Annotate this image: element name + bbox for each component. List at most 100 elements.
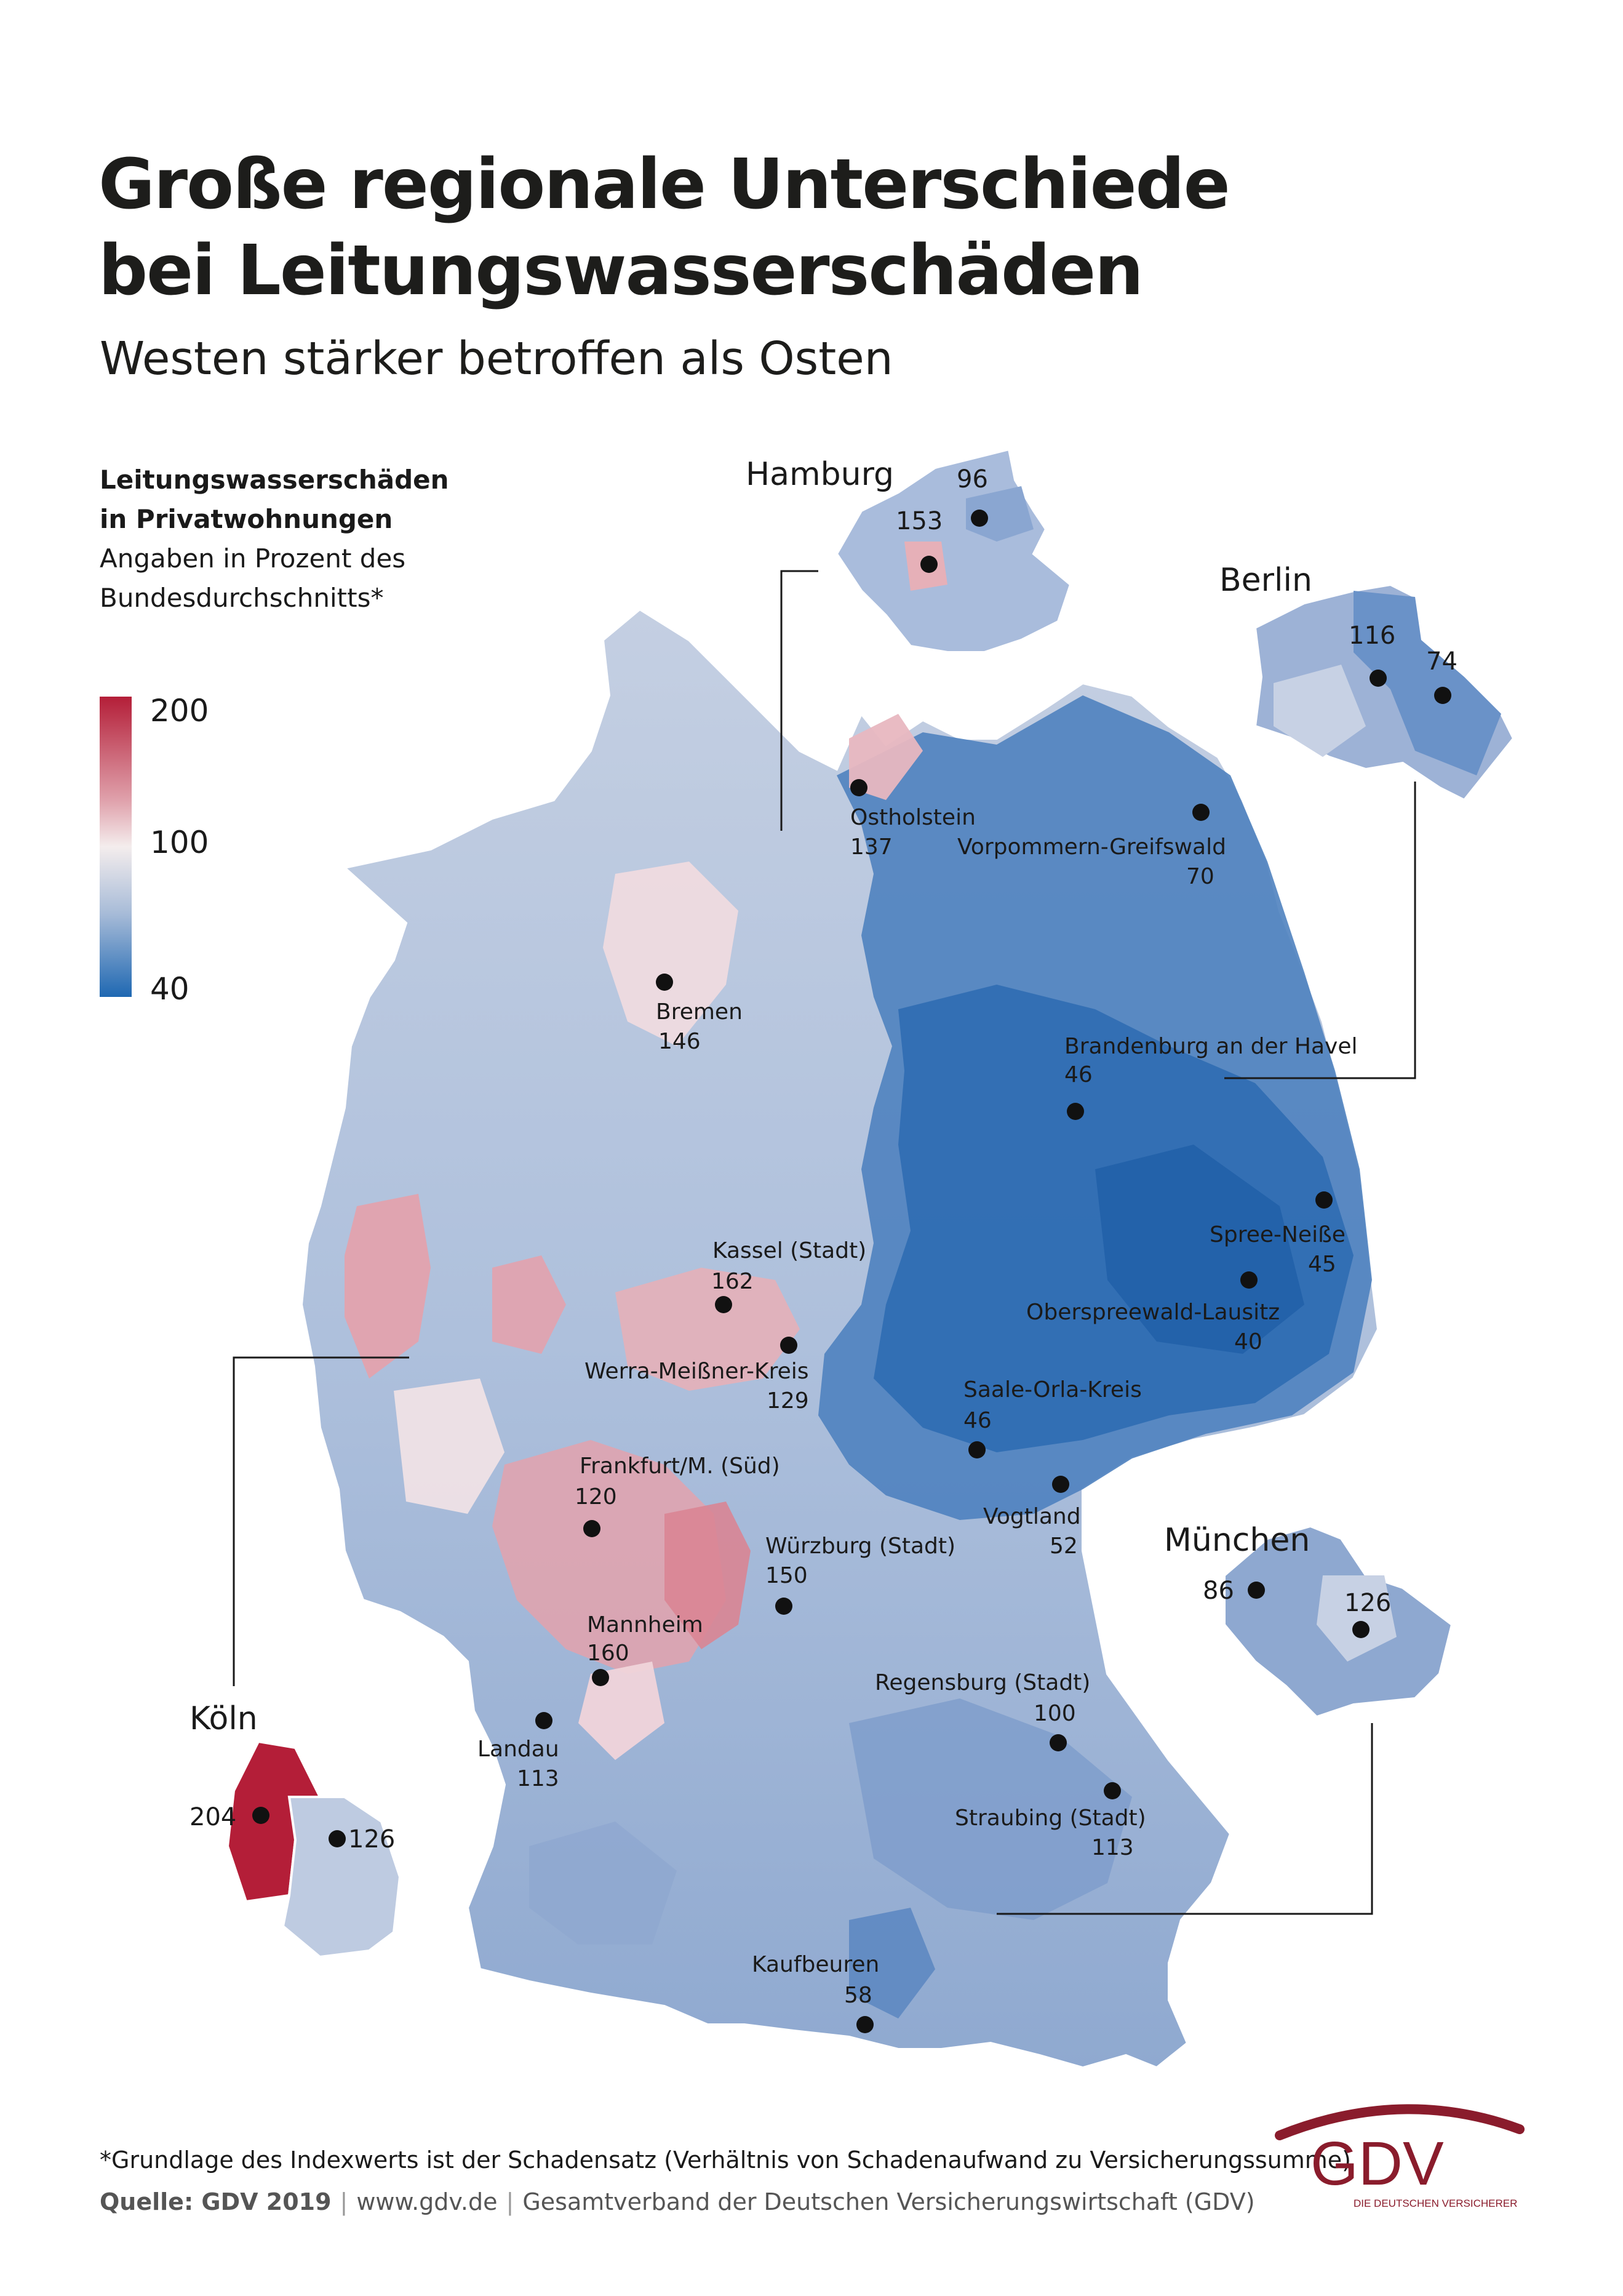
inset-connector-lines (233, 570, 1416, 1915)
region-werra-meissner-kreis: Werra-Meißner-Kreis 129 (584, 1337, 809, 1414)
legend-note-line-1: Angaben in Prozent des (100, 543, 406, 574)
source-url: www.gdv.de (356, 2188, 498, 2215)
region-regensburg: Regensburg (Stadt) 100 (875, 1670, 1090, 1751)
berlin-value-2: 74 (1426, 647, 1458, 676)
separator: | (340, 2188, 348, 2215)
region-wuerzburg: Würzburg (Stadt) 150 (765, 1534, 955, 1615)
region-marker (856, 2016, 874, 2033)
region-name: Spree-Neiße (1210, 1222, 1346, 1247)
separator: | (506, 2188, 514, 2215)
region-marker (583, 1520, 600, 1537)
berlin-value-1: 116 (1349, 622, 1395, 650)
region-name: Würzburg (Stadt) (765, 1534, 955, 1559)
region-value: 160 (587, 1641, 629, 1666)
region-value: 146 (658, 1029, 701, 1054)
region-value: 113 (517, 1766, 559, 1791)
hamburg-marker-2 (920, 556, 938, 573)
muenchen-value-1: 86 (1203, 1577, 1234, 1605)
muenchen-marker-1 (1248, 1582, 1265, 1599)
region-value: 162 (711, 1269, 754, 1294)
koeln-value-1: 204 (189, 1803, 236, 1831)
legend-min-label: 40 (150, 971, 189, 1007)
koeln-inset: Köln 204 126 (189, 1700, 402, 1959)
eastern-low-region (818, 695, 1372, 1520)
footnote: *Grundlage des Indexwerts ist der Schade… (100, 2146, 1351, 2174)
region-marker (1050, 1734, 1067, 1751)
region-value: 120 (575, 1484, 617, 1510)
region-name: Kaufbeuren (752, 1952, 879, 1977)
hamburg-value-1: 96 (957, 465, 988, 494)
region-marker (1315, 1191, 1333, 1209)
koeln-inset-title: Köln (189, 1700, 258, 1737)
region-name: Saale-Orla-Kreis (963, 1377, 1142, 1402)
subtitle: Westen stärker betroffen als Osten (100, 332, 893, 385)
region-value: 46 (1064, 1062, 1093, 1087)
region-spree-neisse: Spree-Neiße 45 (1210, 1191, 1346, 1277)
berlin-inset: Berlin 116 74 (1219, 562, 1515, 802)
region-name: Vogtland (983, 1504, 1081, 1529)
region-value: 52 (1050, 1534, 1078, 1559)
muenchen-value-2: 126 (1344, 1589, 1391, 1617)
region-value: 113 (1091, 1835, 1134, 1860)
koeln-marker-1 (252, 1807, 269, 1824)
koeln-marker-2 (329, 1830, 346, 1847)
muenchen-marker-2 (1352, 1621, 1370, 1638)
southern-blue-regions (529, 1698, 1132, 2018)
region-frankfurt-sued: Frankfurt/M. (Süd) 120 (575, 1454, 780, 1537)
page-title: Große regionale Unterschiede bei Leitung… (98, 142, 1230, 314)
source-label: Quelle: GDV 2019 (100, 2188, 332, 2215)
region-marker (535, 1712, 552, 1729)
region-name: Vorpommern-Greifswald (957, 834, 1226, 860)
hamburg-marker-1 (971, 510, 988, 527)
logo-text: GDV (1310, 2129, 1444, 2198)
region-name: Landau (477, 1737, 559, 1762)
region-marker (968, 1441, 986, 1458)
region-bremen: Bremen 146 (656, 974, 743, 1054)
region-value: 150 (765, 1563, 808, 1588)
region-name: Ostholstein (850, 805, 976, 830)
legend-mid-label: 100 (150, 825, 209, 860)
region-value: 45 (1308, 1252, 1336, 1277)
region-marker (1052, 1476, 1069, 1493)
legend-heading-line-2: in Privatwohnungen (100, 504, 393, 534)
legend-heading: Leitungswasserschäden in Privatwohnungen… (100, 460, 449, 618)
region-name: Bremen (656, 999, 743, 1025)
hamburg-inset-title: Hamburg (746, 456, 894, 493)
region-vogtland: Vogtland 52 (983, 1476, 1081, 1559)
region-name: Kassel (Stadt) (712, 1238, 866, 1263)
hamburg-value-2: 153 (896, 507, 943, 535)
region-landau: Landau 113 (477, 1712, 559, 1791)
legend-heading-line-1: Leitungswasserschäden (100, 465, 449, 495)
muenchen-inset-title: München (1164, 1522, 1310, 1559)
region-marker (775, 1598, 792, 1615)
region-straubing: Straubing (Stadt) 113 (955, 1782, 1146, 1860)
region-name: Frankfurt/M. (Süd) (580, 1454, 780, 1479)
region-kaufbeuren: Kaufbeuren 58 (752, 1952, 879, 2033)
berlin-marker-1 (1370, 670, 1387, 687)
berlin-inset-title: Berlin (1219, 562, 1312, 599)
berlin-marker-2 (1434, 687, 1451, 704)
region-marker (656, 974, 673, 991)
region-name: Mannheim (587, 1612, 703, 1638)
region-marker (1104, 1782, 1121, 1799)
region-kassel: Kassel (Stadt) 162 (711, 1238, 866, 1313)
region-name: Brandenburg an der Havel (1064, 1034, 1357, 1059)
region-marker (592, 1669, 609, 1686)
region-marker (715, 1296, 732, 1313)
region-value: 58 (844, 1983, 872, 2008)
region-value: 40 (1234, 1329, 1262, 1354)
source-line: Quelle: GDV 2019 | www.gdv.de | Gesamtverban… (100, 2188, 1255, 2215)
region-name: Werra-Meißner-Kreis (584, 1359, 809, 1384)
region-oberspreewald-lausitz: Oberspreewald-Lausitz 40 (1026, 1271, 1280, 1354)
koeln-value-2: 126 (348, 1825, 395, 1854)
region-ostholstein: Ostholstein 137 (850, 779, 976, 860)
logo-tagline: DIE DEUTSCHEN VERSICHERER (1354, 2198, 1517, 2209)
region-marker (1192, 804, 1210, 821)
region-mannheim: Mannheim 160 (587, 1612, 703, 1686)
legend-color-scale (100, 697, 132, 997)
region-marker (1240, 1271, 1258, 1289)
region-name: Straubing (Stadt) (955, 1806, 1146, 1831)
region-name: Regensburg (Stadt) (875, 1670, 1090, 1695)
region-marker (780, 1337, 797, 1354)
